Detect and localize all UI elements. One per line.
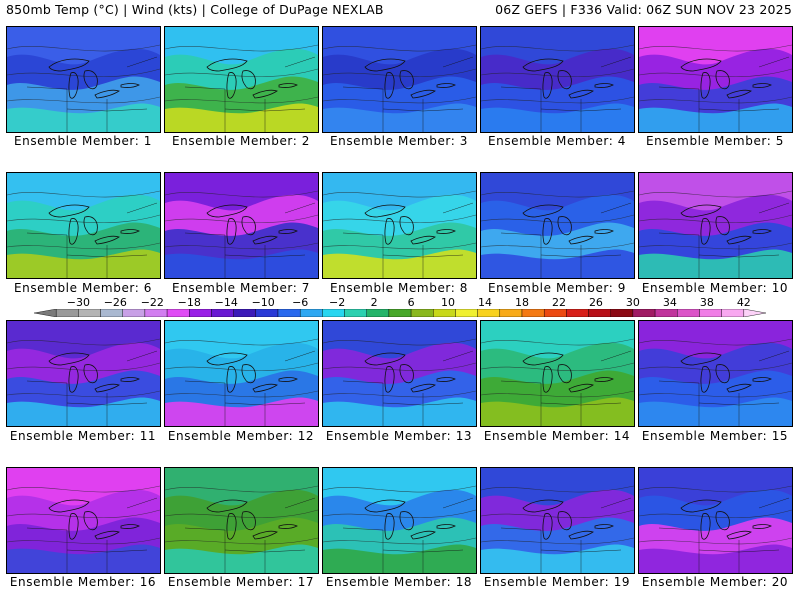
ensemble-member-label: Ensemble Member: 7 <box>171 281 311 295</box>
ensemble-member-map <box>638 172 793 279</box>
colorbar-tick-label: −14 <box>214 296 238 309</box>
colorbar-swatch <box>100 309 123 317</box>
ensemble-member-label: Ensemble Member: 5 <box>645 134 785 148</box>
colorbar-swatch <box>55 309 79 317</box>
colorbar-swatch <box>433 309 456 317</box>
ensemble-member-label: Ensemble Member: 1 <box>13 134 153 148</box>
ensemble-member-map <box>480 26 635 133</box>
colorbar-tick-label: −30 <box>66 296 90 309</box>
colorbar-swatch <box>477 309 501 317</box>
colorbar-swatch <box>233 309 257 317</box>
ensemble-member-label: Ensemble Member: 9 <box>487 281 627 295</box>
colorbar-tick-label: −6 <box>292 296 309 309</box>
colorbar-swatch <box>566 309 589 317</box>
ensemble-member-map <box>638 26 793 133</box>
colorbar-swatch <box>699 309 722 317</box>
colorbar-swatch <box>588 309 611 317</box>
ensemble-member-label: Ensemble Member: 20 <box>641 575 789 589</box>
colorbar-swatch <box>388 309 412 317</box>
colorbar-tick-label: −10 <box>251 296 275 309</box>
ensemble-member-map <box>638 320 793 427</box>
ensemble-member-label: Ensemble Member: 15 <box>641 429 789 443</box>
map-title: 850mb Temp (°C) | Wind (kts) | College o… <box>6 2 384 17</box>
ensemble-member-label: Ensemble Member: 8 <box>329 281 469 295</box>
colorbar-tick-label: −18 <box>177 296 201 309</box>
colorbar-swatch <box>410 309 434 317</box>
ensemble-member-label: Ensemble Member: 16 <box>9 575 157 589</box>
ensemble-member-label: Ensemble Member: 2 <box>171 134 311 148</box>
colorbar-swatch <box>122 309 146 317</box>
ensemble-member-map <box>480 320 635 427</box>
colorbar-tick-label: 2 <box>370 296 378 309</box>
ensemble-member-map <box>6 320 161 427</box>
ensemble-member-map <box>322 172 477 279</box>
colorbar-swatch <box>521 309 545 317</box>
ensemble-member-map <box>480 172 635 279</box>
ensemble-member-label: Ensemble Member: 17 <box>167 575 315 589</box>
colorbar-tick-label: 14 <box>478 296 493 309</box>
ensemble-member-map <box>638 467 793 574</box>
ensemble-member-label: Ensemble Member: 4 <box>487 134 627 148</box>
colorbar-swatch <box>277 309 301 317</box>
ensemble-member-map <box>164 172 319 279</box>
model-valid-time: 06Z GEFS | F336 Valid: 06Z SUN NOV 23 20… <box>495 2 792 17</box>
ensemble-member-map <box>164 320 319 427</box>
ensemble-member-label: Ensemble Member: 12 <box>167 429 315 443</box>
ensemble-member-label: Ensemble Member: 14 <box>483 429 631 443</box>
ensemble-member-label: Ensemble Member: 6 <box>13 281 153 295</box>
ensemble-member-map <box>6 26 161 133</box>
colorbar-tick-label: 38 <box>699 296 714 309</box>
colorbar-tick-label: 6 <box>407 296 415 309</box>
colorbar-swatch <box>255 309 279 317</box>
colorbar-swatch <box>366 309 390 317</box>
colorbar-tick-label: 18 <box>515 296 529 309</box>
ensemble-member-label: Ensemble Member: 10 <box>641 281 789 295</box>
colorbar-swatch <box>455 309 478 317</box>
ensemble-member-map <box>6 467 161 574</box>
colorbar-swatch <box>543 309 567 317</box>
ensemble-member-label: Ensemble Member: 11 <box>9 429 157 443</box>
ensemble-member-map <box>164 26 319 133</box>
colorbar-swatch <box>677 309 700 317</box>
ensemble-member-map <box>480 467 635 574</box>
colorbar-swatch <box>721 309 745 317</box>
colorbar-tick-label: 22 <box>551 296 566 309</box>
ensemble-member-map <box>322 467 477 574</box>
colorbar-swatch <box>34 309 57 317</box>
colorbar-swatch <box>144 309 168 317</box>
colorbar-swatch <box>743 309 766 317</box>
colorbar-labels: −30 −26 −22 −18 −14 −10 −6 −2 2 6 10 14 18 22 26 30 34 38… <box>0 297 800 309</box>
ensemble-member-label: Ensemble Member: 13 <box>325 429 473 443</box>
ensemble-member-label: Ensemble Member: 18 <box>325 575 473 589</box>
colorbar-tick-label: −26 <box>103 296 127 309</box>
colorbar-swatch <box>654 309 678 317</box>
colorbar-swatch <box>166 309 190 317</box>
colorbar-swatch <box>344 309 367 317</box>
colorbar-tick-label: 26 <box>588 296 603 309</box>
colorbar-swatch <box>78 309 101 317</box>
colorbar-tick-label: 30 <box>625 296 640 309</box>
colorbar-swatch <box>610 309 634 317</box>
colorbar-tick-label: −2 <box>329 296 346 309</box>
colorbar-swatch <box>499 309 523 317</box>
colorbar-tick-label: −22 <box>140 296 164 309</box>
ensemble-member-map <box>164 467 319 574</box>
colorbar-swatch <box>322 309 345 317</box>
colorbar-swatch <box>632 309 656 317</box>
ensemble-member-label: Ensemble Member: 19 <box>483 575 631 589</box>
colorbar-tick-label: 42 <box>736 296 751 309</box>
colorbar-swatch <box>189 309 212 317</box>
colorbar-tick-label: 34 <box>662 296 677 309</box>
colorbar-tick-label: 10 <box>441 296 456 309</box>
ensemble-member-map <box>322 320 477 427</box>
ensemble-member-label: Ensemble Member: 3 <box>329 134 469 148</box>
colorbar-swatch <box>299 309 323 317</box>
ensemble-member-map <box>6 172 161 279</box>
ensemble-member-map <box>322 26 477 133</box>
colorbar-swatch <box>211 309 234 317</box>
colorbar <box>34 309 766 317</box>
